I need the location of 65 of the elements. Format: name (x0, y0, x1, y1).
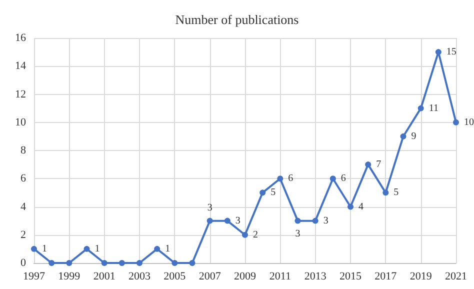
point (224, 218, 230, 224)
point (312, 218, 318, 224)
data-label: 3 (323, 215, 328, 226)
point (84, 246, 90, 252)
point (453, 119, 459, 126)
data-label: 11 (428, 102, 438, 114)
point (260, 190, 266, 196)
data-label: 1 (42, 243, 47, 254)
x-tick-label: 2003 (128, 270, 151, 282)
data-label: 3 (235, 215, 240, 226)
x-tick-label: 2021 (445, 270, 467, 282)
data-label: 10 (464, 116, 474, 128)
point (330, 176, 336, 182)
x-tick-label: 2019 (410, 270, 432, 282)
point (400, 133, 406, 140)
data-label: 1 (94, 243, 100, 254)
point (189, 260, 196, 266)
x-tick-label: 1997 (23, 270, 46, 282)
point (66, 260, 72, 266)
chart-title: Number of publications (175, 12, 299, 27)
x-tick-label: 2013 (304, 270, 327, 282)
x-tick-label: 2011 (269, 270, 291, 282)
x-tick-label: 1999 (58, 270, 81, 282)
x-tick-label: 2015 (340, 270, 362, 282)
y-tick-label: 8 (20, 144, 26, 156)
data-label: 5 (270, 187, 276, 198)
point (277, 176, 284, 182)
point (365, 162, 372, 168)
point (136, 260, 142, 266)
point (382, 190, 389, 196)
y-tick-label: 10 (15, 116, 26, 128)
y-tick-label: 6 (20, 172, 26, 185)
x-tick-label: 2001 (93, 270, 116, 282)
y-tick-label: 14 (15, 60, 26, 72)
point (118, 260, 125, 266)
x-tick-label: 2005 (164, 270, 186, 282)
point (206, 218, 213, 224)
data-label: 7 (376, 159, 382, 170)
data-label: 3 (207, 202, 212, 214)
data-label: 2 (253, 229, 258, 240)
data-label: 3 (295, 228, 300, 240)
y-tick-label: 2 (20, 228, 26, 241)
data-label: 9 (411, 130, 416, 142)
point (242, 232, 248, 238)
y-tick-label: 0 (20, 257, 26, 269)
point (418, 105, 424, 112)
point (48, 260, 55, 266)
data-label: 6 (288, 173, 294, 184)
data-label: 5 (394, 187, 399, 198)
point (154, 246, 160, 252)
x-tick-label: 2009 (234, 270, 256, 282)
point (101, 260, 108, 266)
point (172, 260, 178, 266)
y-tick-label: 12 (15, 88, 26, 100)
data-label: 1 (165, 243, 170, 254)
y-tick-label: 16 (15, 32, 26, 44)
x-tick-label: 2007 (198, 270, 222, 282)
y-tick-label: 4 (20, 200, 26, 213)
data-label: 15 (446, 46, 456, 58)
x-tick-label: 2017 (374, 270, 398, 282)
point (294, 218, 301, 224)
point (31, 246, 37, 252)
data-label: 6 (340, 173, 346, 184)
data-label: 4 (358, 201, 364, 212)
point (348, 204, 354, 210)
